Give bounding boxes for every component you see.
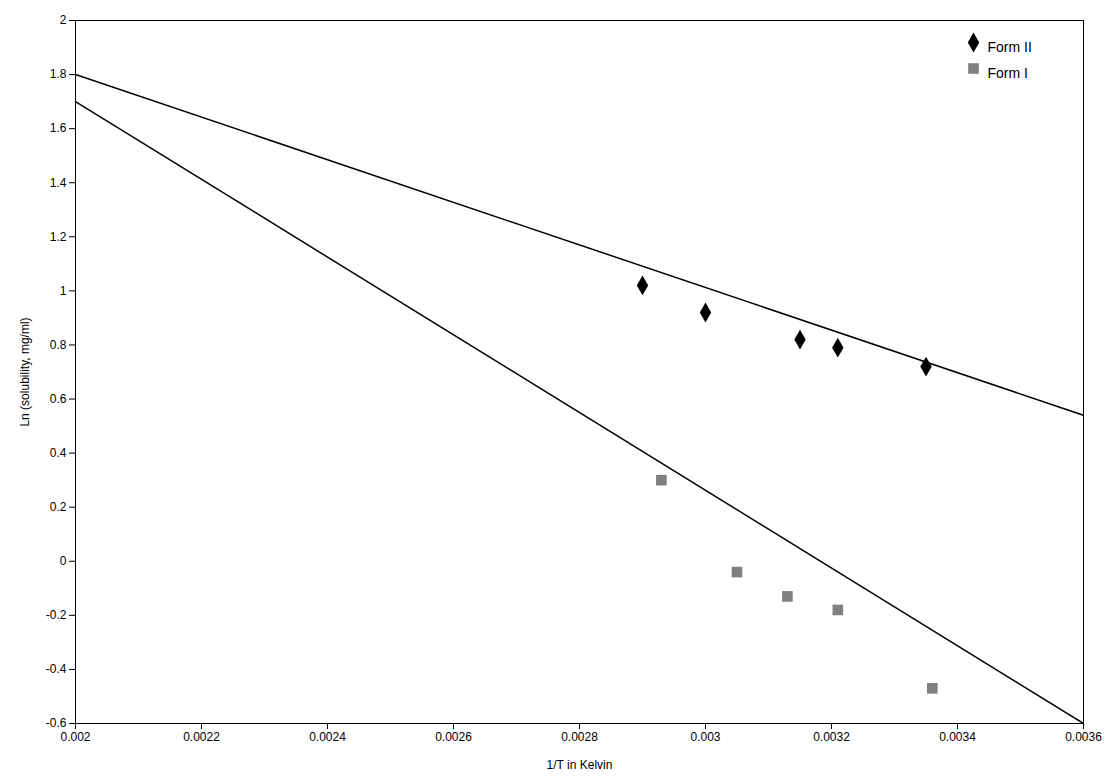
svg-text:2: 2 bbox=[60, 13, 67, 27]
svg-text:0.8: 0.8 bbox=[50, 338, 67, 352]
svg-text:0.0032: 0.0032 bbox=[813, 730, 850, 744]
svg-text:0.0022: 0.0022 bbox=[183, 730, 220, 744]
svg-text:1.2: 1.2 bbox=[50, 230, 67, 244]
svg-text:Ln (solubility, mg/ml): Ln (solubility, mg/ml) bbox=[18, 317, 32, 426]
svg-text:1.8: 1.8 bbox=[50, 67, 67, 81]
svg-text:0.0036: 0.0036 bbox=[1065, 730, 1102, 744]
svg-text:0.0028: 0.0028 bbox=[561, 730, 598, 744]
svg-text:-0.2: -0.2 bbox=[46, 608, 67, 622]
svg-text:0.002: 0.002 bbox=[60, 730, 90, 744]
svg-text:0.003: 0.003 bbox=[690, 730, 720, 744]
svg-text:0.0026: 0.0026 bbox=[435, 730, 472, 744]
svg-text:0.6: 0.6 bbox=[50, 392, 67, 406]
svg-text:1/T in Kelvin: 1/T in Kelvin bbox=[547, 758, 613, 772]
svg-text:0.2: 0.2 bbox=[50, 500, 67, 514]
svg-text:-0.4: -0.4 bbox=[46, 662, 67, 676]
svg-text:0.0034: 0.0034 bbox=[939, 730, 976, 744]
svg-text:Form I: Form I bbox=[988, 65, 1028, 81]
svg-text:1.4: 1.4 bbox=[50, 176, 67, 190]
svg-text:Form II: Form II bbox=[988, 39, 1032, 55]
svg-text:-0.6: -0.6 bbox=[46, 716, 67, 730]
svg-text:0: 0 bbox=[60, 554, 67, 568]
svg-text:1.6: 1.6 bbox=[50, 121, 67, 135]
svg-text:0.0024: 0.0024 bbox=[309, 730, 346, 744]
svg-text:1: 1 bbox=[60, 284, 67, 298]
svg-text:0.4: 0.4 bbox=[50, 446, 67, 460]
